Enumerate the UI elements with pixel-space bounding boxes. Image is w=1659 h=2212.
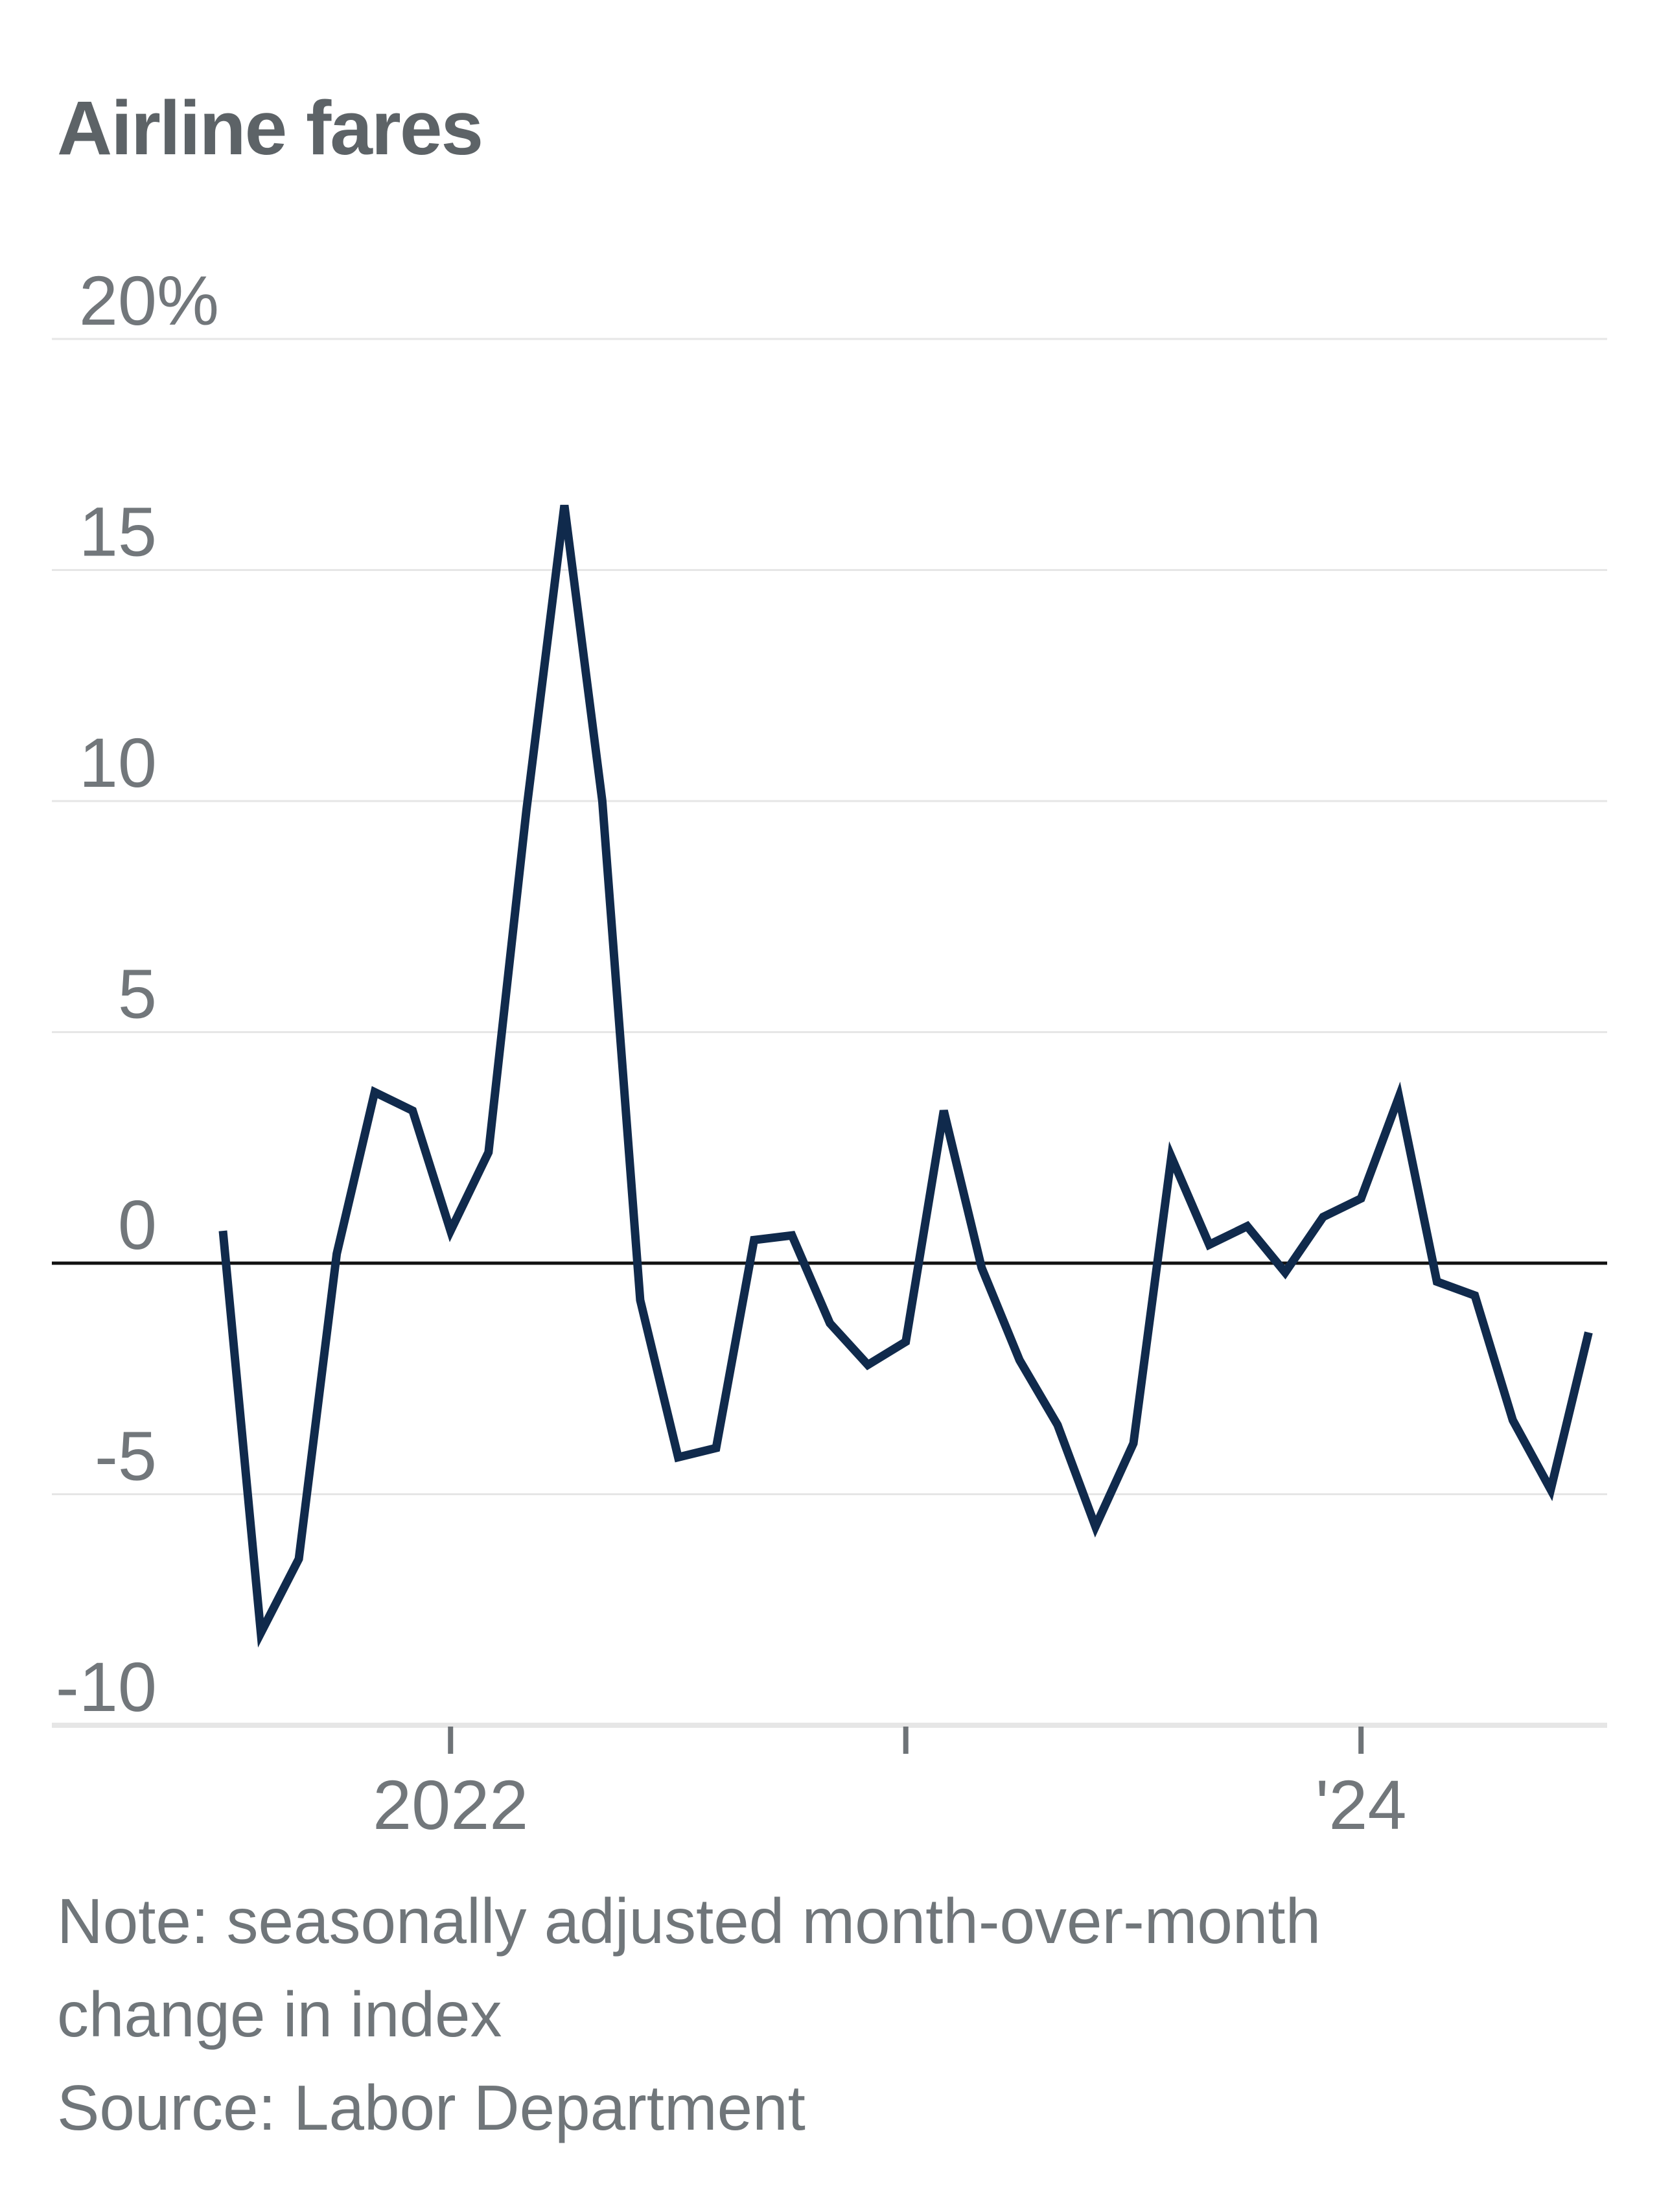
x-tick-label-24: '24: [1316, 1765, 1407, 1844]
chart-title: Airline fares: [57, 86, 483, 171]
y-tick-label-10: 10: [79, 723, 157, 802]
source-line: Source: Labor Department: [57, 2072, 806, 2143]
y-axis-labels-group: 20 % 15 10 5 0 -5 -10: [56, 261, 219, 1726]
series-group: [218, 504, 1593, 1648]
y-tick-suffix: %: [157, 261, 219, 340]
x-tick-label-2022: 2022: [373, 1765, 528, 1844]
x-axis-group: 2022 '24: [373, 1727, 1407, 1844]
airline-fares-line: [218, 504, 1593, 1648]
gridlines-group: [52, 338, 1607, 1728]
y-tick-label--5: -5: [95, 1417, 157, 1495]
note-line-1: Note: seasonally adjusted month-over-mon…: [57, 1885, 1321, 1957]
footnotes-block: Note: seasonally adjusted month-over-mon…: [57, 1874, 1625, 2154]
y-tick-label-15: 15: [79, 493, 157, 571]
note-line-2: change in index: [57, 1979, 502, 2050]
y-tick-label--10: -10: [56, 1647, 157, 1726]
y-tick-label-5: 5: [118, 955, 157, 1033]
y-tick-label-0: 0: [118, 1185, 157, 1264]
y-tick-label-20: 20: [79, 261, 157, 340]
